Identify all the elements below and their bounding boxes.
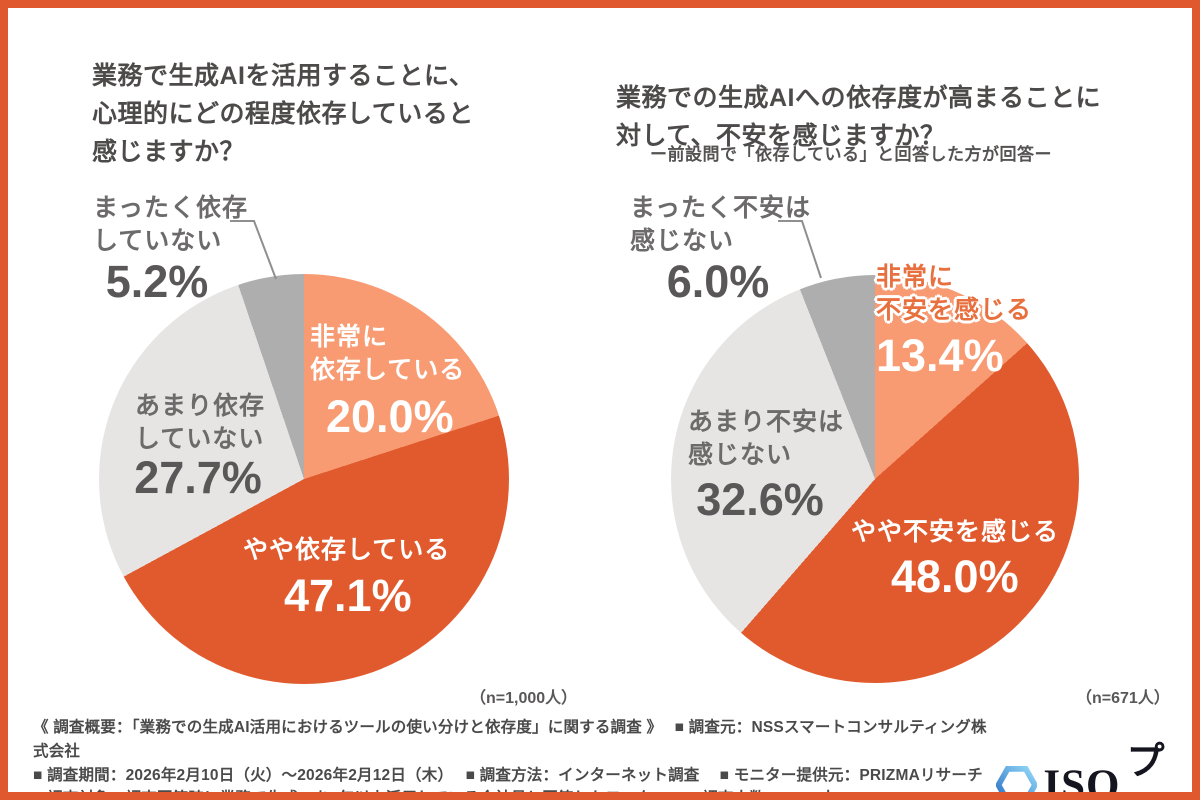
left-sample-size: （n=1,000人）	[470, 690, 578, 707]
logo-text-iso: ISO	[1043, 761, 1121, 800]
right-label-very-line2: 不安を感じる	[876, 296, 1033, 324]
right-label-very-line1: 非常に	[876, 263, 955, 291]
footer-line3: ■ 調査対象：調査回答時に業務で生成AIを1年以上活用している会社員と回答したモ…	[33, 790, 837, 800]
left-pct-somewhat: 47.1%	[284, 570, 412, 621]
logo-text-pro: プロ	[1126, 741, 1165, 783]
left-label-none-line2: していない	[93, 227, 223, 255]
right-label-none-line2: 感じない	[630, 227, 735, 255]
right-sample-size: （n=671人）	[1076, 690, 1170, 707]
left-chart-title: 業務で生成AIを活用することに、 心理的にどの程度依存していると 感じますか？	[92, 57, 474, 171]
right-title-line2: 対して、不安を感じますか？	[616, 121, 946, 150]
survey-overview-footer: 《 調査概要：「業務での生成AI活用におけるツールの使い分けと依存度」に関する調…	[33, 716, 988, 800]
footer-line1: 《 調査概要：「業務での生成AI活用におけるツールの使い分けと依存度」に関する調…	[33, 719, 987, 760]
left-label-notmuch: あまり依存 していない	[135, 390, 265, 456]
right-label-notmuch-line2: 感じない	[688, 441, 793, 469]
left-title-line2: 心理的にどの程度依存していると	[92, 99, 474, 128]
left-label-very: 非常に 依存している	[310, 321, 465, 387]
right-chart-title: 業務での生成AIへの依存度が高まることに 対して、不安を感じますか？	[616, 79, 1101, 155]
right-title-line1: 業務での生成AIへの依存度が高まることに	[616, 83, 1102, 112]
left-label-very-line1: 非常に	[310, 323, 389, 351]
left-pie-chart	[99, 274, 509, 684]
left-pct-none: 5.2%	[105, 256, 209, 307]
right-chart-subtitle: ー前設問で「依存している」と回答した方が回答ー	[650, 145, 1052, 164]
right-label-none: まったく不安は 感じない	[630, 192, 811, 258]
left-label-none-line1: まったく依存	[93, 194, 249, 222]
left-pct-very: 20.0%	[326, 391, 454, 442]
left-label-somewhat: やや依存している	[243, 534, 450, 567]
right-pct-very: 13.4%	[876, 330, 1004, 381]
right-pct-none: 6.0%	[666, 256, 770, 307]
left-label-very-line2: 依存している	[310, 356, 466, 384]
right-pie-chart	[671, 275, 1079, 683]
left-title-line3: 感じますか？	[92, 137, 246, 166]
right-pct-somewhat: 48.0%	[891, 551, 1019, 602]
right-label-notmuch-line1: あまり不安は	[688, 408, 845, 436]
isopro-logo: ISO プロ	[996, 730, 1192, 800]
left-label-somewhat-line1: やや依存している	[243, 536, 451, 564]
right-label-somewhat-line1: やや不安を感じる	[851, 518, 1060, 546]
hexagon-logo-icon	[996, 765, 1038, 792]
left-label-notmuch-line1: あまり依存	[135, 392, 266, 420]
left-label-notmuch-line2: していない	[135, 425, 265, 453]
left-title-line1: 業務で生成AIを活用することに、	[92, 61, 475, 90]
left-pct-notmuch: 27.7%	[134, 452, 262, 503]
right-label-none-line1: まったく不安は	[630, 194, 812, 222]
right-label-very: 非常に 不安を感じる	[876, 261, 1032, 327]
left-label-none: まったく依存 していない	[93, 192, 248, 258]
right-pct-notmuch: 32.6%	[696, 474, 824, 525]
right-label-notmuch: あまり不安は 感じない	[688, 406, 844, 472]
footer-line2: ■ 調査期間：2026年2月10日（火）～2026年2月12日（木） ■ 調査方…	[33, 766, 983, 784]
right-label-somewhat: やや不安を感じる	[851, 516, 1059, 549]
